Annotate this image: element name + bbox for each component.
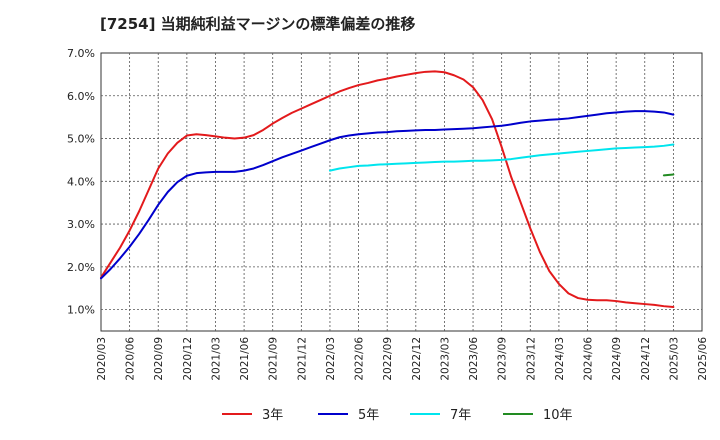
x-tick-label: 2020/03 (96, 337, 108, 381)
axis-layer: 1.0% 2.0% 3.0% 4.0% 5.0% 6.0% 7.0% 2020/03 2020/… (67, 47, 709, 381)
x-tick-label: 2025/06 (697, 337, 709, 381)
x-tick-label: 2025/03 (668, 337, 680, 381)
y-tick-label: 6.0% (67, 90, 95, 103)
legend-label: 3年 (262, 408, 283, 423)
y-tick-label: 3.0% (67, 218, 95, 231)
x-tick-label: 2023/09 (497, 337, 509, 381)
y-tick-label: 2.0% (67, 261, 95, 274)
y-tick-label: 5.0% (67, 133, 95, 146)
x-tick-label: 2022/09 (382, 337, 394, 381)
x-tick-label: 2022/12 (411, 337, 423, 381)
y-tick-label: 4.0% (67, 175, 95, 188)
x-tick-label: 2021/06 (239, 337, 251, 381)
x-tick-label: 2020/12 (182, 337, 194, 381)
x-tick-label: 2022/03 (325, 337, 337, 381)
series-line-7年 (328, 143, 675, 172)
x-tick-label: 2024/03 (554, 337, 566, 381)
legend-label: 5年 (358, 408, 379, 423)
x-tick-label: 2024/09 (611, 337, 623, 381)
series-layer (100, 70, 675, 309)
x-tick-label: 2023/12 (525, 337, 537, 381)
series-line-10年 (662, 173, 675, 177)
legend: 3年 5年 7年 10年 (222, 408, 573, 423)
x-tick-label: 2021/03 (210, 337, 222, 381)
x-tick-label: 2024/12 (640, 337, 652, 381)
legend-label: 7年 (450, 408, 471, 423)
series-line-5年 (100, 110, 675, 280)
y-tick-label: 1.0% (67, 304, 95, 317)
x-tick-label: 2022/06 (354, 337, 366, 381)
plot-area (100, 52, 703, 332)
x-tick-label: 2020/09 (153, 337, 165, 381)
legend-label: 10年 (543, 408, 573, 423)
series-line-3年 (100, 70, 675, 309)
x-tick-label: 2020/06 (125, 337, 137, 381)
x-tick-label: 2024/06 (583, 337, 595, 381)
chart-title: [7254] 当期純利益マージンの標準偏差の推移 (100, 15, 416, 33)
x-tick-label: 2021/09 (268, 337, 280, 381)
x-tick-label: 2023/03 (439, 337, 451, 381)
x-tick-label: 2021/12 (296, 337, 308, 381)
y-tick-label: 7.0% (67, 47, 95, 60)
x-tick-label: 2023/06 (468, 337, 480, 381)
grid-layer (100, 52, 703, 332)
